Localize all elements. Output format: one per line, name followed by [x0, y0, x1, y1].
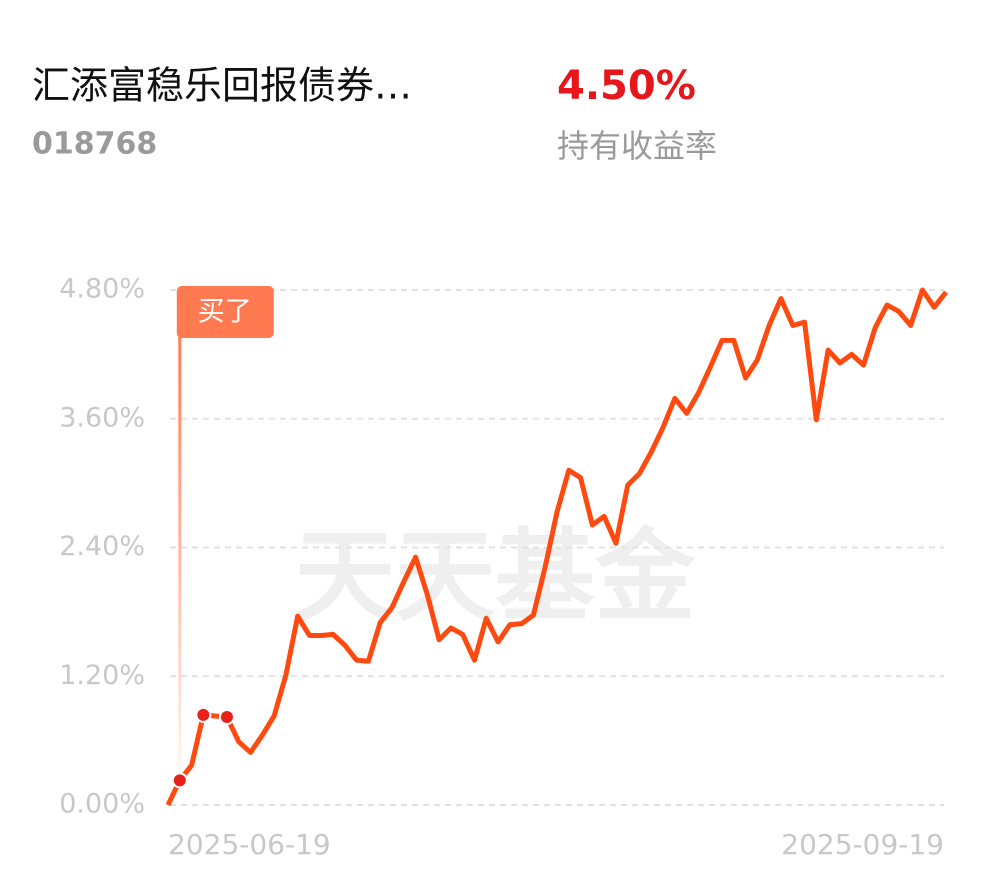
buy-point — [171, 772, 188, 789]
buy-point — [195, 706, 212, 723]
x-tick-label: 2025-06-19 — [168, 828, 331, 861]
y-tick-label: 4.80% — [59, 274, 145, 305]
line — [165, 287, 948, 807]
return-label: 持有收益率 — [557, 127, 717, 165]
fund-code: 018768 — [32, 127, 157, 162]
fund-title: 汇添富稳乐回报债券… — [32, 64, 412, 108]
return-value: 4.50% — [557, 63, 696, 109]
x-tick-label: 2025-09-19 — [781, 828, 944, 861]
y-tick-label: 0.00% — [59, 789, 145, 820]
watermark: 天天基金 — [295, 517, 696, 635]
buy-line — [178, 330, 182, 805]
buy-tag — [176, 286, 274, 338]
buy-tag-label: 买了 — [198, 297, 252, 328]
y-tick-label: 3.60% — [59, 402, 145, 433]
buy-point — [218, 709, 235, 726]
y-tick-label: 1.20% — [59, 660, 145, 691]
y-tick-label: 2.40% — [59, 531, 145, 562]
